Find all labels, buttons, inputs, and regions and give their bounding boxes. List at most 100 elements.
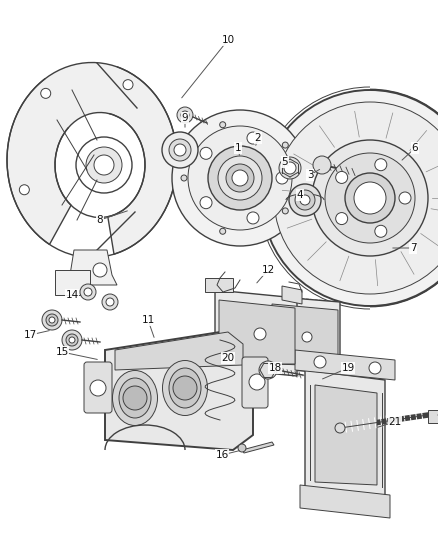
Circle shape: [220, 122, 226, 128]
Circle shape: [336, 213, 348, 224]
Circle shape: [283, 142, 288, 148]
Ellipse shape: [119, 378, 151, 418]
Circle shape: [188, 126, 292, 230]
Circle shape: [106, 298, 114, 306]
Polygon shape: [219, 300, 295, 364]
Circle shape: [300, 195, 310, 205]
Circle shape: [247, 212, 259, 224]
Circle shape: [69, 337, 75, 343]
Text: 19: 19: [341, 363, 355, 373]
Circle shape: [84, 288, 92, 296]
Circle shape: [399, 192, 411, 204]
Circle shape: [123, 386, 147, 410]
Circle shape: [345, 173, 395, 223]
Polygon shape: [295, 350, 395, 380]
Circle shape: [283, 208, 288, 214]
Ellipse shape: [113, 370, 158, 425]
Text: 3: 3: [307, 170, 313, 180]
Ellipse shape: [169, 368, 201, 408]
Text: 8: 8: [97, 215, 103, 225]
Text: 1: 1: [235, 143, 241, 153]
FancyBboxPatch shape: [242, 357, 268, 408]
Circle shape: [375, 159, 387, 171]
Text: 10: 10: [222, 35, 235, 45]
Circle shape: [102, 294, 118, 310]
Polygon shape: [282, 286, 302, 304]
Text: 21: 21: [389, 417, 402, 427]
Circle shape: [66, 334, 78, 346]
Circle shape: [42, 310, 62, 330]
Polygon shape: [428, 410, 438, 423]
Circle shape: [162, 132, 198, 168]
Circle shape: [336, 172, 348, 183]
Polygon shape: [242, 442, 274, 453]
Circle shape: [123, 79, 133, 90]
Circle shape: [181, 175, 187, 181]
Circle shape: [314, 356, 326, 368]
Circle shape: [76, 137, 132, 193]
Text: 2: 2: [254, 133, 261, 143]
Ellipse shape: [162, 360, 208, 416]
Text: 12: 12: [261, 265, 275, 275]
Text: 9: 9: [182, 113, 188, 123]
Circle shape: [49, 317, 55, 323]
Circle shape: [335, 423, 345, 433]
Polygon shape: [272, 304, 338, 366]
Circle shape: [354, 182, 386, 214]
Circle shape: [375, 225, 387, 237]
Circle shape: [369, 362, 381, 374]
Circle shape: [284, 162, 296, 174]
Circle shape: [279, 157, 301, 179]
Circle shape: [313, 156, 331, 174]
Circle shape: [232, 170, 248, 186]
Polygon shape: [70, 250, 117, 285]
Circle shape: [200, 197, 212, 209]
Polygon shape: [7, 62, 177, 254]
Circle shape: [80, 284, 96, 300]
Text: 16: 16: [215, 450, 229, 460]
Circle shape: [276, 172, 288, 184]
Circle shape: [238, 444, 246, 452]
Polygon shape: [300, 485, 390, 518]
Circle shape: [62, 330, 82, 350]
Polygon shape: [105, 330, 253, 450]
Text: 7: 7: [410, 243, 416, 253]
Circle shape: [254, 328, 266, 340]
Text: 18: 18: [268, 363, 282, 373]
Polygon shape: [215, 290, 297, 376]
Polygon shape: [115, 332, 243, 370]
Circle shape: [259, 361, 277, 379]
Polygon shape: [268, 296, 340, 374]
Circle shape: [19, 185, 29, 195]
Circle shape: [169, 139, 191, 161]
Polygon shape: [205, 278, 233, 292]
Circle shape: [247, 132, 259, 144]
Text: 6: 6: [412, 143, 418, 153]
Circle shape: [226, 164, 254, 192]
Text: 4: 4: [297, 190, 303, 200]
Circle shape: [46, 314, 58, 326]
Text: 14: 14: [65, 290, 79, 300]
Text: 11: 11: [141, 315, 155, 325]
Circle shape: [93, 263, 107, 277]
Circle shape: [90, 380, 106, 396]
Polygon shape: [305, 370, 385, 500]
Circle shape: [177, 107, 193, 123]
Circle shape: [220, 228, 226, 235]
Circle shape: [173, 376, 197, 400]
Circle shape: [86, 147, 122, 183]
Polygon shape: [55, 270, 90, 295]
Circle shape: [312, 140, 428, 256]
Circle shape: [289, 184, 321, 216]
Text: 15: 15: [55, 347, 69, 357]
Circle shape: [249, 374, 265, 390]
Circle shape: [172, 110, 308, 246]
Circle shape: [325, 153, 415, 243]
Text: 20: 20: [222, 353, 235, 363]
Circle shape: [200, 147, 212, 159]
Circle shape: [41, 88, 51, 99]
Circle shape: [181, 111, 189, 119]
Circle shape: [262, 90, 438, 306]
Circle shape: [218, 156, 262, 200]
Polygon shape: [315, 385, 377, 485]
